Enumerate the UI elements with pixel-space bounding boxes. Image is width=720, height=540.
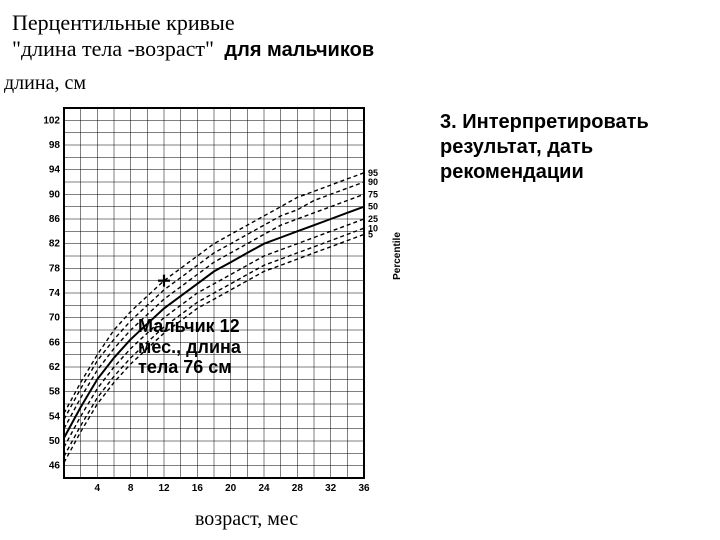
svg-text:78: 78 xyxy=(49,263,61,274)
svg-text:82: 82 xyxy=(49,239,61,250)
x-axis-label: возраст, мес xyxy=(195,508,298,531)
svg-text:75: 75 xyxy=(368,189,378,199)
svg-text:90: 90 xyxy=(49,189,61,200)
title-line-1: Перцентильные кривые xyxy=(12,10,374,36)
growth-chart: 4 8 12 16 20 24 28 32 36 46 50 54 58 62 66 70 74 78 82 86 90… xyxy=(30,100,410,500)
title-line-2: "длина тела -возраст" xyxy=(12,36,214,61)
svg-text:Percentile: Percentile xyxy=(392,232,403,280)
svg-text:66: 66 xyxy=(49,337,61,348)
svg-text:28: 28 xyxy=(292,483,304,494)
svg-text:5: 5 xyxy=(368,229,373,239)
title-bold-suffix: для мальчиков xyxy=(224,39,374,61)
svg-text:32: 32 xyxy=(325,483,337,494)
instruction-text: 3. Интерпретировать результат, дать реко… xyxy=(440,110,705,185)
svg-text:12: 12 xyxy=(158,483,170,494)
svg-text:74: 74 xyxy=(49,288,61,299)
svg-text:50: 50 xyxy=(49,436,61,447)
svg-text:46: 46 xyxy=(49,461,61,472)
svg-text:4: 4 xyxy=(95,483,101,494)
svg-text:94: 94 xyxy=(49,165,61,176)
svg-text:24: 24 xyxy=(258,483,270,494)
svg-text:90: 90 xyxy=(368,177,378,187)
svg-text:102: 102 xyxy=(43,115,60,126)
callout-text: Мальчик 12 мес., длина тела 76 см xyxy=(138,316,278,378)
svg-text:36: 36 xyxy=(358,483,370,494)
svg-text:86: 86 xyxy=(49,214,61,225)
svg-text:16: 16 xyxy=(192,483,204,494)
y-axis-label: длина, см xyxy=(4,72,86,95)
svg-text:20: 20 xyxy=(225,483,237,494)
chart-svg: 4 8 12 16 20 24 28 32 36 46 50 54 58 62 66 70 74 78 82 86 90… xyxy=(30,100,410,500)
svg-text:54: 54 xyxy=(49,411,61,422)
svg-text:50: 50 xyxy=(368,202,378,212)
svg-text:98: 98 xyxy=(49,140,61,151)
chart-title: Перцентильные кривые "длина тела -возрас… xyxy=(12,10,374,62)
svg-text:62: 62 xyxy=(49,362,61,373)
svg-text:58: 58 xyxy=(49,387,61,398)
svg-text:8: 8 xyxy=(128,483,134,494)
svg-text:70: 70 xyxy=(49,313,61,324)
